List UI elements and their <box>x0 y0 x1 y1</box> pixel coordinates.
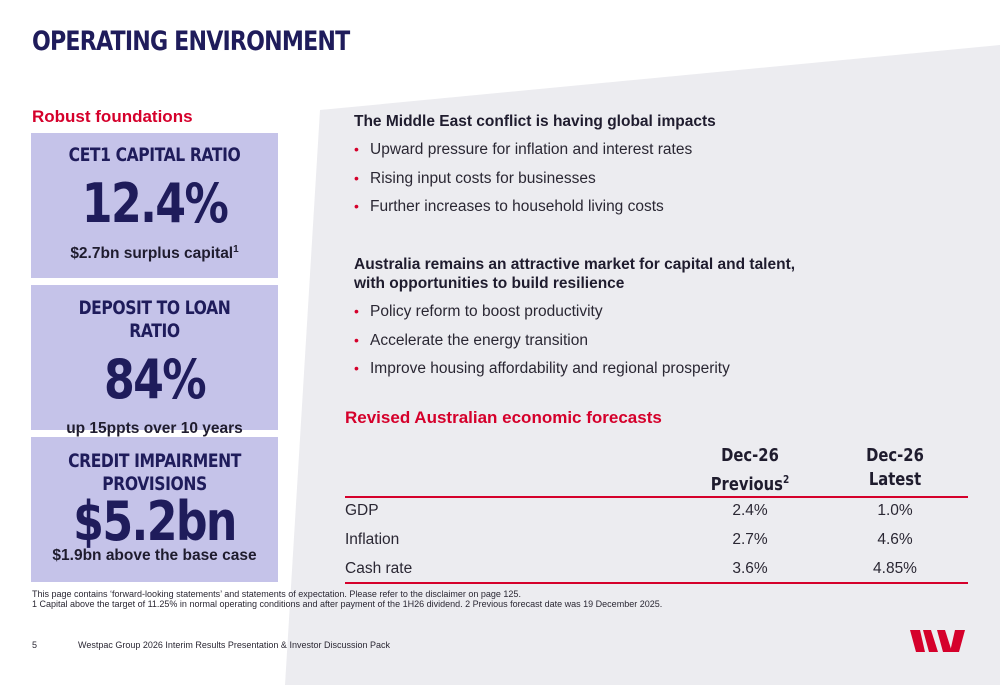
bullet-icon: • <box>354 331 359 348</box>
list-item: • Further increases to household living c… <box>354 192 692 221</box>
bullet-icon: • <box>354 360 359 376</box>
card-value: 84% <box>103 348 207 411</box>
credit-provisions-card: CREDIT IMPAIRMENT PROVISIONS $5.2bn $1.9… <box>31 437 278 582</box>
footer-rule <box>345 582 968 584</box>
footnote-marker: 1 <box>233 244 239 255</box>
westpac-w-logo-icon <box>910 630 965 652</box>
cell-latest: 4.6% <box>877 531 913 548</box>
row-label: Cash rate <box>345 560 413 577</box>
card-value: 12.4% <box>81 172 229 235</box>
column-header-previous: Dec-26 Previous2 <box>710 445 790 495</box>
column-header-latest: Dec-26 Latest <box>866 445 924 490</box>
australia-bullets: • Policy reform to boost productivity • Ac… <box>354 297 730 383</box>
cell-previous: 2.4% <box>732 502 768 519</box>
list-item: • Policy reform to boost productivity <box>354 297 730 326</box>
card-subtext: up 15ppts over 10 years <box>66 420 243 437</box>
card-subtext: $1.9bn above the base case <box>52 547 257 564</box>
deposit-loan-card: DEPOSIT TO LOAN RATIO 84% up 15ppts over… <box>31 285 278 437</box>
table-row: Inflation 2.7% 4.6% <box>345 526 968 554</box>
footnote-marker: 2 <box>782 473 790 486</box>
list-item: • Accelerate the energy transition <box>354 326 730 355</box>
table-row: Cash rate 3.6% 4.85% <box>345 555 968 583</box>
footnote-details: 1 Capital above the target of 11.25% in … <box>32 599 663 609</box>
header-rule <box>345 496 968 498</box>
list-item: • Improve housing affordability and regio… <box>354 354 730 383</box>
list-item: • Rising input costs for businesses <box>354 164 692 193</box>
bullet-icon: • <box>354 169 359 186</box>
page-number: 5 <box>32 640 38 650</box>
cell-latest: 1.0% <box>877 502 913 519</box>
card-heading-line2: PROVISIONS <box>102 473 207 495</box>
cell-previous: 3.6% <box>732 560 768 577</box>
cet1-card: CET1 CAPITAL RATIO 12.4% $2.7bn surplus … <box>31 133 278 278</box>
footnote-disclaimer: This page contains ‘forward-looking stat… <box>32 589 521 599</box>
card-value: $5.2bn <box>73 490 237 553</box>
card-heading: DEPOSIT TO LOAN RATIO <box>78 297 231 342</box>
table-row: GDP 2.4% 1.0% <box>345 497 968 525</box>
australia-headline: Australia remains an attractive market f… <box>354 255 795 293</box>
card-heading: CREDIT IMPAIRMENT <box>68 450 241 472</box>
row-label: Inflation <box>345 531 400 548</box>
card-heading: CET1 CAPITAL RATIO <box>68 144 241 166</box>
cell-latest: 4.85% <box>873 560 917 577</box>
cell-previous: 2.7% <box>732 531 768 548</box>
foundations-heading: Robust foundations <box>32 107 193 126</box>
bullet-icon: • <box>354 198 359 214</box>
card-subtext: $2.7bn surplus capital1 <box>70 244 239 263</box>
bullet-icon: • <box>354 141 359 157</box>
footer-text: Westpac Group 2026 Interim Results Prese… <box>78 640 390 650</box>
page-title: OPERATING ENVIRONMENT <box>32 26 350 57</box>
middle-east-bullets: • Upward pressure for inflation and inter… <box>354 135 692 221</box>
row-label: GDP <box>345 502 379 519</box>
forecasts-heading: Revised Australian economic forecasts <box>345 408 662 427</box>
middle-east-headline: The Middle East conflict is having globa… <box>354 113 716 130</box>
bullet-icon: • <box>354 303 359 319</box>
australia-headline-line1: Australia remains an attractive market f… <box>354 256 796 273</box>
list-item: • Upward pressure for inflation and inter… <box>354 135 692 164</box>
australia-headline-line2: with opportunities to build resilience <box>354 275 625 292</box>
